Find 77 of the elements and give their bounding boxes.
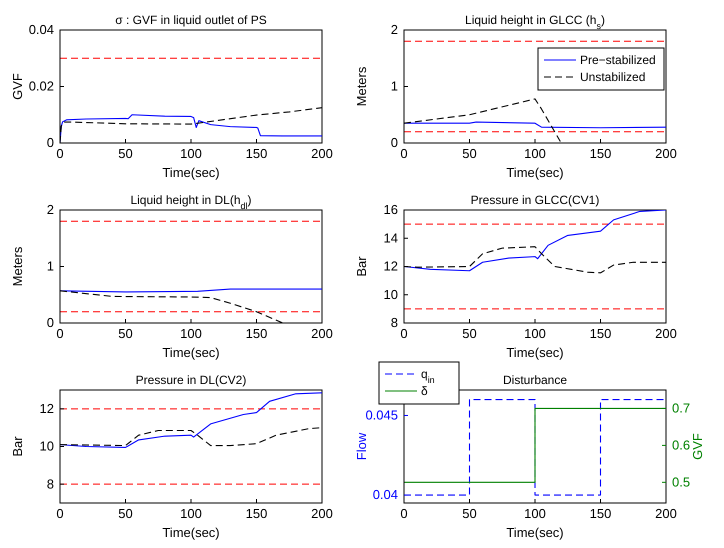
x-tick-label: 100 xyxy=(180,146,202,162)
legend-label: q$_{in}$ xyxy=(421,367,435,385)
legend-label: δ xyxy=(421,384,428,398)
x-tick-label: 0 xyxy=(400,146,408,162)
y-axis-title: Bar xyxy=(10,436,25,457)
x-tick-label: 100 xyxy=(524,506,546,522)
x-tick-label: 100 xyxy=(524,326,546,342)
x-axis-title: Time(sec) xyxy=(162,525,220,540)
x-tick-label: 100 xyxy=(524,146,546,162)
chart-title: Liquid height in DL(h$_{dl}$) xyxy=(130,193,252,211)
y-tick-label: 0.045 xyxy=(365,408,398,423)
x-tick-label: 200 xyxy=(655,506,677,522)
legend-label: Pre−stabilized xyxy=(580,53,656,67)
y-tick-label: 12 xyxy=(384,258,398,274)
x-tick-label: 150 xyxy=(246,506,268,522)
x-tick-label: 150 xyxy=(246,146,268,162)
y-tick-label: 16 xyxy=(384,202,398,218)
line-series xyxy=(404,210,666,272)
y-tick-label: 0 xyxy=(390,135,398,150)
y-tick-label: 8 xyxy=(390,315,398,330)
y2-axis-title: GVF xyxy=(690,433,705,460)
x-tick-label: 100 xyxy=(180,506,202,522)
x-tick-label: 100 xyxy=(180,326,202,342)
y2-tick-label: 0.7 xyxy=(672,400,690,416)
chart-title: Pressure in GLCC(CV1) xyxy=(470,193,600,207)
chart-title: Liquid height in GLCC (h$_{s}$) xyxy=(465,13,605,31)
y-tick-label: 8 xyxy=(46,476,54,492)
y-axis-title: GVF xyxy=(10,73,25,100)
x-tick-label: 0 xyxy=(56,146,64,162)
y-axis-title: Meters xyxy=(10,246,25,286)
x-tick-label: 200 xyxy=(311,146,333,162)
y-axis-title: Meters xyxy=(354,66,369,106)
x-tick-label: 0 xyxy=(400,506,408,522)
line-series xyxy=(60,392,322,448)
y-tick-label: 2 xyxy=(390,22,398,38)
chart-title: Disturbance xyxy=(502,373,568,387)
x-tick-label: 0 xyxy=(400,326,408,342)
y-tick-label: 10 xyxy=(384,286,398,302)
x-axis-title: Time(sec) xyxy=(162,165,220,180)
y-tick-label: 10 xyxy=(40,438,54,454)
chart-title: σ : GVF in liquid outlet of PS xyxy=(115,13,267,27)
x-tick-label: 150 xyxy=(590,506,612,522)
x-tick-label: 0 xyxy=(56,326,64,342)
y-tick-label: 1 xyxy=(390,78,398,94)
y-tick-label: 2 xyxy=(46,202,54,218)
x-tick-label: 200 xyxy=(655,326,677,342)
x-tick-label: 0 xyxy=(56,506,64,522)
x-axis-title: Time(sec) xyxy=(506,525,564,540)
y-tick-label: 0 xyxy=(46,135,54,150)
x-tick-label: 150 xyxy=(246,326,268,342)
y-axis-title: Bar xyxy=(354,256,369,277)
y2-tick-label: 0.5 xyxy=(672,474,690,490)
x-tick-label: 150 xyxy=(590,326,612,342)
x-axis-title: Time(sec) xyxy=(506,165,564,180)
x-axis-title: Time(sec) xyxy=(162,345,220,360)
x-tick-label: 200 xyxy=(311,326,333,342)
x-tick-label: 150 xyxy=(590,146,612,162)
y-tick-label: 1 xyxy=(46,258,54,274)
x-tick-label: 200 xyxy=(311,506,333,522)
y-tick-label: 0.04 xyxy=(372,487,398,502)
y2-tick-label: 0.6 xyxy=(672,438,690,453)
y-tick-label: 0.02 xyxy=(28,78,54,94)
chart-title: Pressure in DL(CV2) xyxy=(136,373,246,387)
y-tick-label: 0.04 xyxy=(28,22,54,38)
x-tick-label: 50 xyxy=(118,506,133,522)
legend-label: Unstabilized xyxy=(580,70,646,84)
y-tick-label: 14 xyxy=(384,230,398,246)
y-tick-label: 0 xyxy=(46,315,54,330)
x-tick-label: 50 xyxy=(118,146,133,162)
y-tick-label: 12 xyxy=(40,400,54,416)
x-tick-label: 50 xyxy=(118,326,133,342)
x-tick-label: 50 xyxy=(462,326,477,342)
x-tick-label: 50 xyxy=(462,146,477,162)
y-axis-title: Flow xyxy=(354,432,369,460)
x-tick-label: 200 xyxy=(655,146,677,162)
x-axis-title: Time(sec) xyxy=(506,345,564,360)
x-tick-label: 50 xyxy=(462,506,477,522)
